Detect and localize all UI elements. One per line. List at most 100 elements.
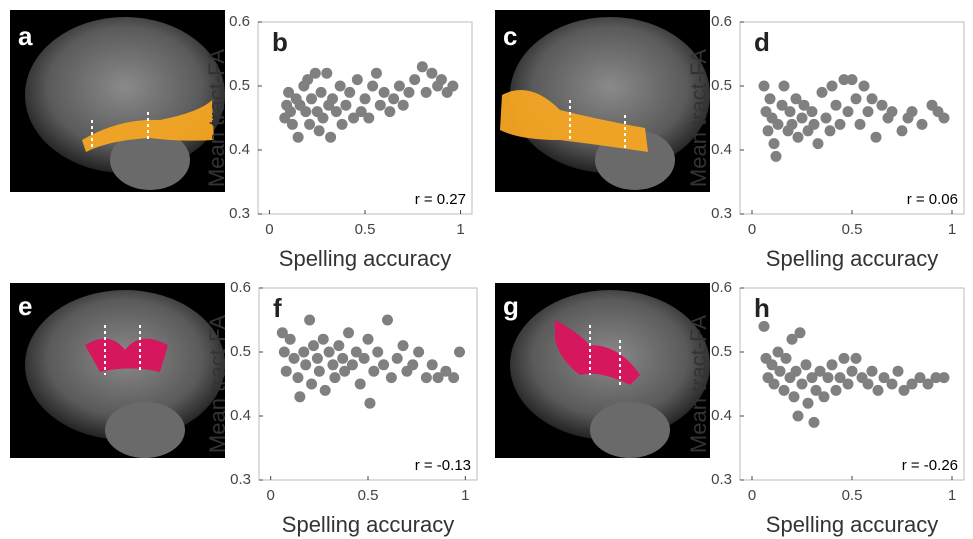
panel-letter: b bbox=[272, 27, 288, 57]
point bbox=[762, 125, 774, 137]
x-tick-label: 0 bbox=[267, 487, 275, 504]
point bbox=[768, 138, 780, 150]
point bbox=[403, 86, 415, 98]
point bbox=[826, 80, 838, 92]
point bbox=[407, 359, 419, 371]
point bbox=[393, 80, 405, 92]
point bbox=[774, 365, 786, 377]
y-tick-label: 0.3 bbox=[230, 471, 251, 488]
point bbox=[311, 352, 323, 364]
point bbox=[842, 378, 854, 390]
point bbox=[886, 106, 898, 118]
x-tick-label: 0 bbox=[748, 221, 756, 238]
point bbox=[304, 118, 316, 130]
point bbox=[820, 112, 832, 124]
point bbox=[830, 99, 842, 111]
point bbox=[808, 118, 820, 130]
point bbox=[786, 118, 798, 130]
point bbox=[776, 99, 788, 111]
y-axis-label: Mean tract-FA bbox=[204, 49, 229, 187]
point bbox=[363, 112, 375, 124]
point bbox=[346, 359, 358, 371]
point bbox=[826, 359, 838, 371]
point bbox=[388, 93, 400, 105]
x-tick-label: 0 bbox=[265, 221, 273, 238]
y-tick-label: 0.3 bbox=[711, 205, 732, 222]
point bbox=[288, 352, 300, 364]
point bbox=[822, 372, 834, 384]
point bbox=[368, 365, 380, 377]
x-axis-label: Spelling accuracy bbox=[766, 512, 938, 537]
panel-letter: g bbox=[503, 291, 519, 321]
point bbox=[790, 93, 802, 105]
point bbox=[768, 378, 780, 390]
point bbox=[317, 333, 329, 345]
point bbox=[758, 80, 770, 92]
point bbox=[850, 352, 862, 364]
point bbox=[790, 365, 802, 377]
point bbox=[284, 106, 296, 118]
point bbox=[286, 118, 298, 130]
panel-letter: a bbox=[18, 21, 33, 51]
point bbox=[409, 74, 421, 86]
y-axis-label: Mean tract-FA bbox=[686, 49, 711, 187]
point bbox=[858, 80, 870, 92]
point bbox=[323, 346, 335, 358]
point bbox=[842, 106, 854, 118]
point bbox=[426, 359, 438, 371]
point bbox=[359, 93, 371, 105]
point bbox=[914, 372, 926, 384]
y-tick-label: 0.4 bbox=[229, 141, 250, 158]
point bbox=[354, 378, 366, 390]
point bbox=[327, 93, 339, 105]
point bbox=[300, 106, 312, 118]
point bbox=[862, 378, 874, 390]
plot-box bbox=[258, 287, 478, 481]
point bbox=[397, 99, 409, 111]
point bbox=[416, 61, 428, 73]
point bbox=[350, 346, 362, 358]
point bbox=[308, 340, 319, 352]
brain-image-g: g bbox=[495, 283, 710, 458]
point bbox=[372, 346, 384, 358]
point bbox=[440, 365, 452, 377]
y-tick-label: 0.4 bbox=[230, 407, 251, 424]
point bbox=[788, 391, 800, 403]
point bbox=[364, 397, 376, 409]
x-tick-label: 1 bbox=[461, 487, 469, 504]
annotation: r = 0.06 bbox=[907, 191, 958, 208]
annotation: r = -0.26 bbox=[902, 457, 958, 474]
point bbox=[292, 131, 304, 143]
point bbox=[283, 86, 295, 98]
x-tick-label: 1 bbox=[948, 221, 956, 238]
point bbox=[413, 346, 425, 358]
point bbox=[766, 359, 778, 371]
point bbox=[348, 112, 360, 124]
point bbox=[378, 86, 390, 98]
point bbox=[315, 86, 327, 98]
point bbox=[802, 397, 814, 409]
point bbox=[846, 74, 858, 86]
annotation: r = 0.27 bbox=[415, 191, 466, 208]
point bbox=[384, 106, 396, 118]
point bbox=[292, 372, 304, 384]
point bbox=[796, 378, 808, 390]
point bbox=[337, 352, 349, 364]
point bbox=[838, 352, 850, 364]
point bbox=[898, 384, 910, 396]
point bbox=[938, 112, 950, 124]
point bbox=[426, 67, 438, 79]
point bbox=[878, 372, 890, 384]
point bbox=[385, 372, 397, 384]
x-tick-label: 0.5 bbox=[842, 221, 863, 238]
point bbox=[862, 106, 874, 118]
point bbox=[432, 372, 444, 384]
point bbox=[770, 150, 782, 162]
point bbox=[794, 327, 806, 339]
y-tick-label: 0.4 bbox=[711, 407, 732, 424]
point bbox=[284, 333, 296, 345]
x-axis-label: Spelling accuracy bbox=[766, 246, 938, 271]
y-tick-label: 0.3 bbox=[711, 471, 732, 488]
point bbox=[309, 67, 321, 79]
point bbox=[391, 352, 403, 364]
